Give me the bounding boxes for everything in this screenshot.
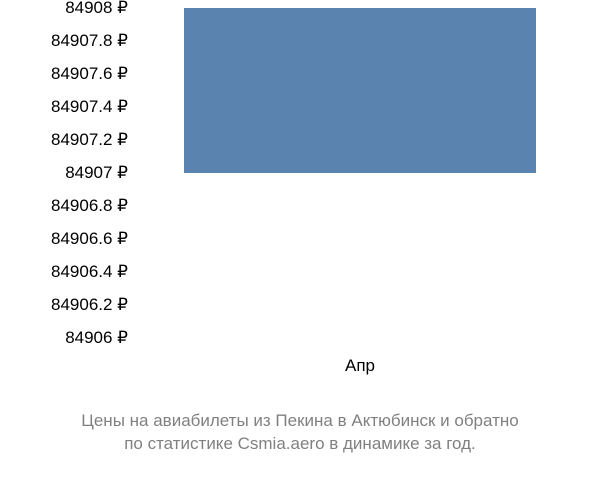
y-tick-label: 84907 ₽ [65,163,128,183]
price-chart: 84908 ₽ 84907.8 ₽ 84907.6 ₽ 84907.4 ₽ 84907.… [0,0,600,500]
y-tick-label: 84906.4 ₽ [51,262,128,282]
bar [184,8,536,173]
y-tick-label: 84906.8 ₽ [51,196,128,216]
y-tick-label: 84907.6 ₽ [51,64,128,84]
y-tick-label: 84906.2 ₽ [51,295,128,315]
y-tick-label: 84906.6 ₽ [51,229,128,249]
chart-caption: Цены на авиабилеты из Пекина в Актюбинск… [0,410,600,456]
caption-line: Цены на авиабилеты из Пекина в Актюбинск… [0,410,600,433]
caption-line: по статистике Csmia.aero в динамике за г… [0,433,600,456]
y-tick-label: 84907.4 ₽ [51,97,128,117]
y-tick-label: 84906 ₽ [65,328,128,348]
y-tick-label: 84907.2 ₽ [51,130,128,150]
y-tick-label: 84907.8 ₽ [51,31,128,51]
y-tick-label: 84908 ₽ [65,0,128,18]
x-tick-label: Апр [345,356,375,376]
